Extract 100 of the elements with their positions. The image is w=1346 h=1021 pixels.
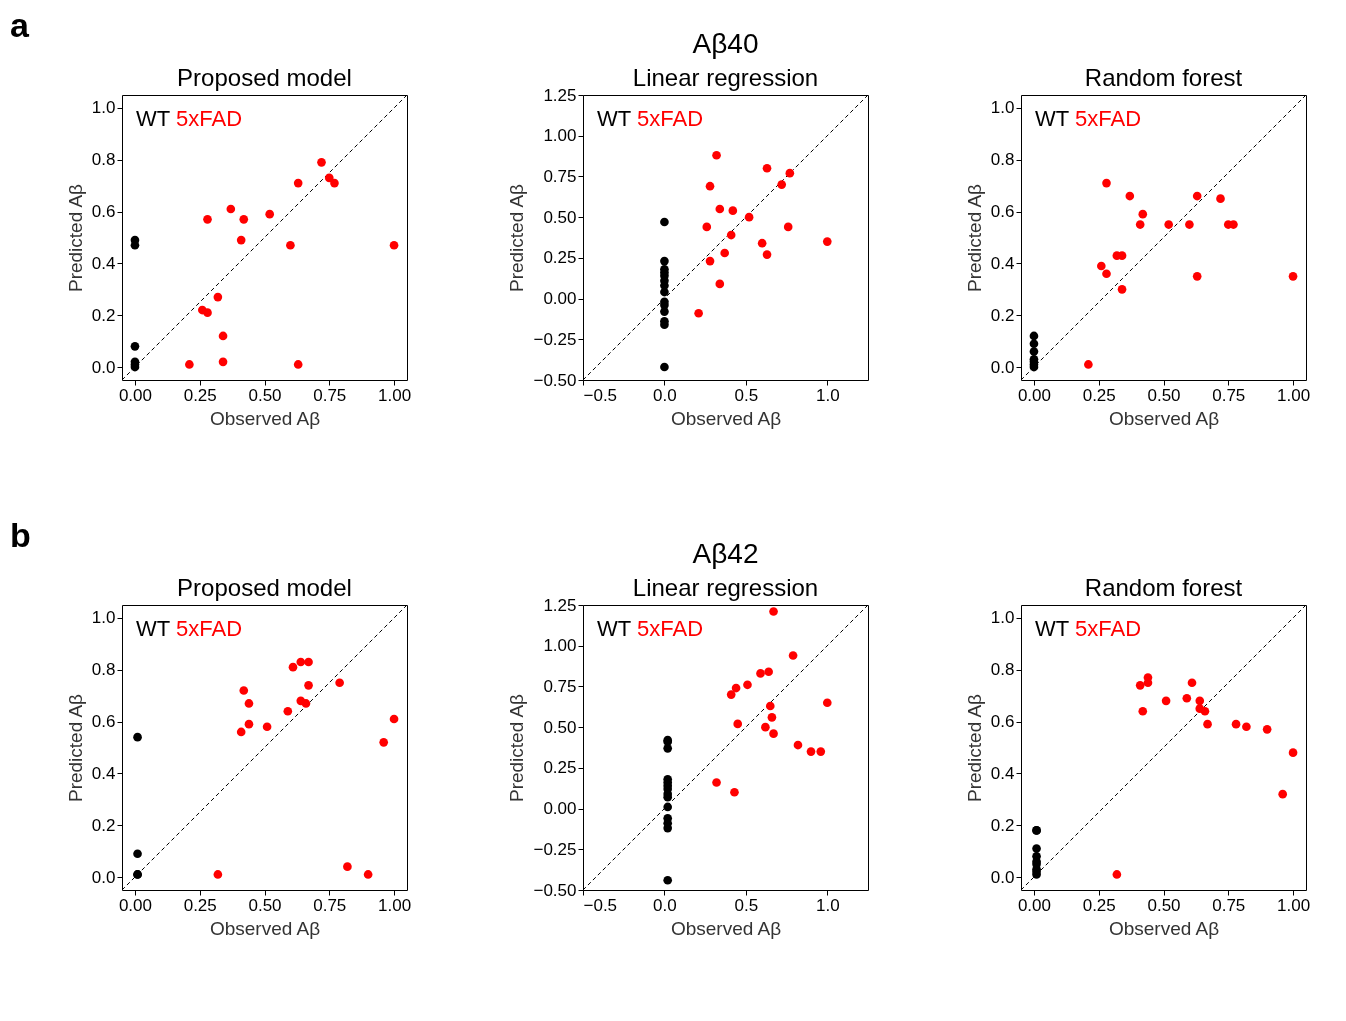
text: WT (597, 616, 632, 641)
text: WT (1035, 616, 1070, 641)
x-tick-label: 0.5 (734, 385, 759, 405)
y-tick-label: 0.0 (990, 357, 1015, 377)
series-label: 5xFAD (1075, 616, 1142, 641)
y-tick-label: 0.6 (91, 202, 116, 222)
text: WT (136, 106, 171, 131)
text: 5xFAD (637, 616, 704, 641)
text: a (10, 6, 30, 44)
text: Aβ40 (692, 28, 759, 59)
x-tick-label: 0.75 (313, 385, 347, 405)
y-tick-label: 0.75 (543, 676, 577, 696)
chart-title: Random forest (1084, 574, 1243, 601)
y-axis-title: Predicted Aβ (64, 693, 86, 803)
x-tick-label: 0.0 (653, 895, 677, 915)
chart-title: Proposed model (177, 574, 352, 601)
y-tick-label: 0.8 (91, 660, 116, 680)
y-tick-label: −0.25 (533, 839, 577, 859)
y-tick-label: 0.0 (990, 867, 1015, 887)
y-tick-label: 0.0 (91, 867, 116, 887)
y-tick-label: 0.4 (91, 763, 116, 783)
y-tick-label: 1.00 (543, 126, 577, 146)
y-axis-title: Predicted Aβ (64, 183, 86, 293)
x-axis-title: Observed Aβ (1108, 407, 1220, 429)
x-tick-label: 1.0 (815, 895, 840, 915)
x-tick-label: 1.00 (378, 895, 412, 915)
text: 5xFAD (176, 106, 243, 131)
y-tick-label: 1.0 (990, 608, 1015, 628)
x-tick-label: 1.00 (1277, 385, 1311, 405)
chart-title: Random forest (1084, 64, 1243, 91)
y-tick-label: 0.6 (990, 712, 1015, 732)
x-tick-label: −0.5 (583, 895, 618, 915)
x-tick-label: 0.75 (1212, 385, 1246, 405)
x-axis-title: Observed Aβ (1108, 917, 1220, 939)
y-tick-label: −0.50 (533, 880, 577, 900)
x-tick-label: 1.00 (1277, 895, 1311, 915)
y-tick-label: 0.2 (91, 815, 116, 835)
text: Aβ42 (692, 538, 759, 569)
x-axis-title: Observed Aβ (209, 917, 321, 939)
y-tick-label: −0.25 (533, 329, 577, 349)
y-tick-label: 0.2 (990, 305, 1015, 325)
chart-title: Proposed model (177, 64, 352, 91)
x-tick-label: 0.50 (248, 895, 282, 915)
y-tick-label: 0.0 (91, 357, 116, 377)
y-tick-label: 0.75 (543, 166, 577, 186)
x-tick-label: 0.75 (313, 895, 347, 915)
x-tick-label: 0.00 (1017, 385, 1051, 405)
x-tick-label: 0.25 (183, 895, 217, 915)
y-tick-label: 0.25 (543, 248, 577, 268)
text: WT (597, 106, 632, 131)
y-tick-label: 1.0 (990, 98, 1015, 118)
x-tick-label: 0.0 (653, 385, 677, 405)
y-tick-label: 0.6 (990, 202, 1015, 222)
y-tick-label: 1.0 (91, 608, 116, 628)
x-tick-label: 0.25 (1082, 385, 1116, 405)
x-tick-label: 0.75 (1212, 895, 1246, 915)
y-tick-label: 0.50 (543, 717, 577, 737)
y-tick-label: 0.25 (543, 758, 577, 778)
y-axis-title: Predicted Aβ (963, 183, 985, 293)
x-tick-label: 0.00 (1017, 895, 1051, 915)
y-tick-label: 0.8 (990, 660, 1015, 680)
x-tick-label: 0.5 (734, 895, 759, 915)
x-tick-label: 0.00 (118, 385, 152, 405)
y-tick-label: 0.4 (990, 763, 1015, 783)
x-axis-title: Observed Aβ (670, 917, 782, 939)
x-tick-label: 0.50 (248, 385, 282, 405)
y-tick-label: 1.00 (543, 636, 577, 656)
x-tick-label: 1.00 (378, 385, 412, 405)
text: 5xFAD (176, 616, 243, 641)
y-tick-label: 0.8 (990, 150, 1015, 170)
y-tick-label: 0.4 (990, 253, 1015, 273)
y-tick-label: 0.2 (91, 305, 116, 325)
text: 5xFAD (1075, 106, 1142, 131)
x-axis-title: Observed Aβ (670, 407, 782, 429)
y-tick-label: 1.25 (543, 85, 577, 105)
y-tick-label: 0.6 (91, 712, 116, 732)
chart-title: Linear regression (632, 64, 819, 91)
y-tick-label: 0.2 (990, 815, 1015, 835)
y-tick-label: 0.00 (543, 289, 577, 309)
text: WT (1035, 106, 1070, 131)
y-axis-title: Predicted Aβ (963, 693, 985, 803)
x-tick-label: 0.25 (183, 385, 217, 405)
y-axis-title: Predicted Aβ (506, 693, 528, 803)
y-tick-label: −0.50 (533, 370, 577, 390)
x-tick-label: 0.00 (118, 895, 152, 915)
x-tick-label: −0.5 (583, 385, 618, 405)
x-tick-label: 0.50 (1147, 895, 1181, 915)
x-tick-label: 0.50 (1147, 385, 1181, 405)
y-tick-label: 0.8 (91, 150, 116, 170)
y-tick-label: 0.00 (543, 799, 577, 819)
series-label: 5xFAD (637, 106, 704, 131)
x-tick-label: 1.0 (815, 385, 840, 405)
y-tick-label: 0.50 (543, 207, 577, 227)
text: b (10, 516, 31, 554)
x-tick-label: 0.25 (1082, 895, 1116, 915)
text: WT (136, 616, 171, 641)
x-axis-title: Observed Aβ (209, 407, 321, 429)
y-tick-label: 1.25 (543, 595, 577, 615)
y-axis-title: Predicted Aβ (506, 183, 528, 293)
y-tick-label: 0.4 (91, 253, 116, 273)
